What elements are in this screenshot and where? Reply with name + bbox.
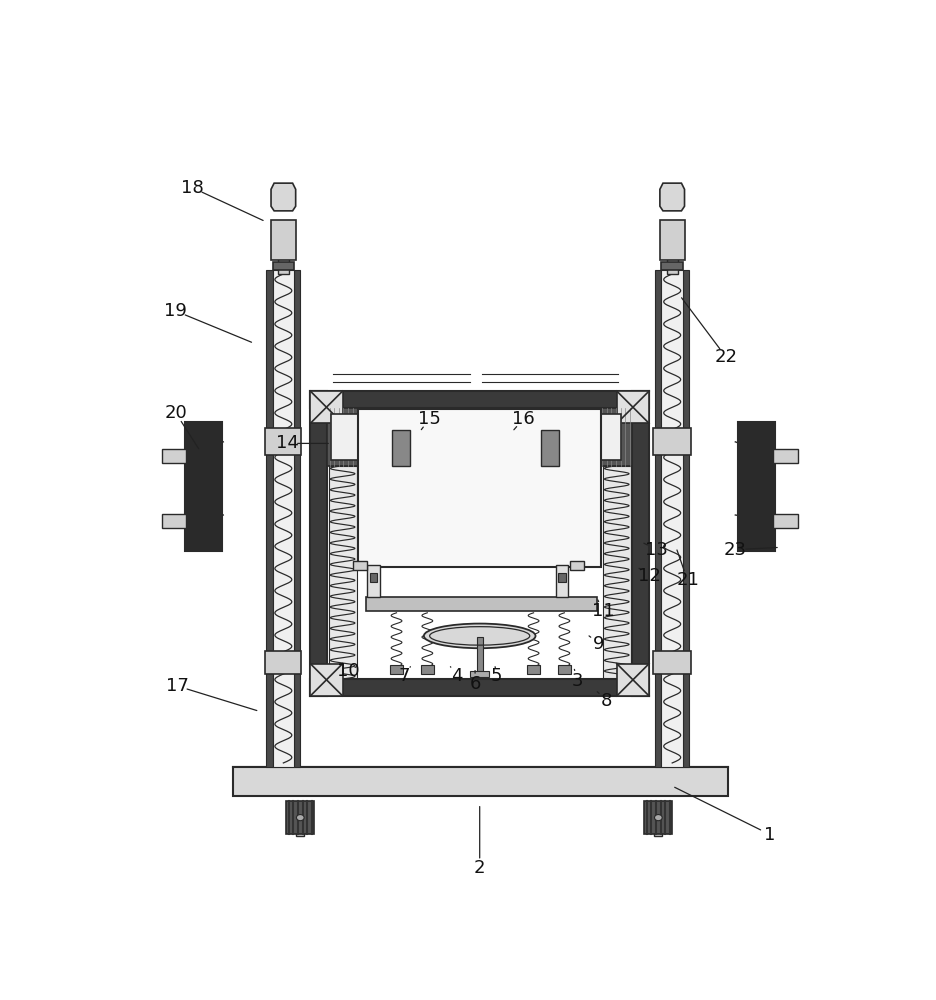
Polygon shape	[271, 183, 296, 211]
Bar	[311, 391, 343, 423]
Bar	[654, 817, 662, 836]
Bar	[655, 270, 662, 767]
Text: 17: 17	[166, 677, 188, 695]
Ellipse shape	[424, 624, 535, 648]
Bar	[556, 565, 568, 597]
Bar	[272, 270, 294, 767]
Bar	[162, 449, 186, 463]
Text: 2: 2	[474, 859, 486, 877]
Bar	[286, 801, 314, 834]
Bar	[617, 391, 649, 423]
Bar	[331, 414, 472, 460]
Bar	[665, 239, 680, 255]
Bar	[184, 422, 222, 551]
Bar	[294, 270, 300, 767]
Bar	[311, 664, 343, 696]
Bar	[392, 430, 410, 466]
Text: 21: 21	[676, 571, 699, 589]
Bar	[421, 665, 433, 674]
Bar	[162, 514, 186, 528]
Bar	[366, 597, 597, 611]
Text: 4: 4	[451, 667, 462, 685]
Text: 1: 1	[765, 826, 776, 844]
Bar	[603, 466, 631, 679]
Bar	[666, 255, 678, 274]
Bar	[311, 679, 649, 696]
Text: 18: 18	[181, 179, 204, 197]
Bar	[275, 239, 291, 255]
Bar	[272, 262, 294, 270]
Ellipse shape	[654, 815, 662, 821]
Bar	[358, 409, 601, 567]
Text: 12: 12	[637, 567, 661, 585]
Bar	[645, 801, 672, 834]
Bar	[265, 651, 301, 674]
Text: 8: 8	[601, 692, 612, 710]
Bar	[233, 767, 727, 796]
Bar	[370, 573, 377, 582]
Text: 11: 11	[592, 602, 614, 620]
Bar	[329, 466, 357, 679]
Bar	[390, 665, 402, 674]
Text: 19: 19	[164, 302, 187, 320]
Text: 7: 7	[399, 667, 410, 685]
Bar	[570, 561, 584, 570]
Text: 3: 3	[572, 672, 583, 690]
Bar	[660, 220, 684, 260]
Text: 20: 20	[164, 404, 187, 422]
Text: 5: 5	[490, 667, 503, 685]
Bar	[773, 514, 797, 528]
Bar	[632, 391, 649, 696]
Bar	[311, 391, 328, 696]
Bar	[738, 422, 775, 551]
Text: 9: 9	[593, 635, 605, 653]
Bar	[480, 414, 621, 460]
Text: 6: 6	[469, 675, 481, 693]
Bar	[367, 565, 380, 597]
Text: 23: 23	[724, 541, 747, 559]
Bar	[328, 408, 632, 466]
Ellipse shape	[297, 815, 304, 821]
Bar	[354, 561, 367, 570]
Text: 22: 22	[714, 348, 738, 366]
Text: 13: 13	[645, 541, 668, 559]
Bar	[471, 671, 489, 677]
Text: 15: 15	[418, 410, 441, 428]
Bar	[540, 430, 559, 466]
Polygon shape	[660, 183, 684, 211]
Bar	[558, 573, 566, 582]
Bar	[271, 220, 296, 260]
Bar	[653, 651, 691, 674]
Text: 14: 14	[276, 434, 299, 452]
Bar	[773, 449, 797, 463]
Bar	[558, 665, 571, 674]
Bar	[311, 391, 649, 408]
Bar	[278, 255, 288, 274]
Bar	[653, 428, 691, 455]
Text: 10: 10	[337, 662, 359, 680]
Bar	[683, 270, 689, 767]
Bar	[662, 270, 683, 767]
Bar	[662, 262, 683, 270]
Bar	[528, 665, 540, 674]
Bar	[267, 270, 272, 767]
Bar	[476, 637, 483, 674]
Bar	[265, 428, 301, 455]
Text: 16: 16	[512, 410, 535, 428]
Bar	[297, 817, 304, 836]
Bar	[617, 664, 649, 696]
